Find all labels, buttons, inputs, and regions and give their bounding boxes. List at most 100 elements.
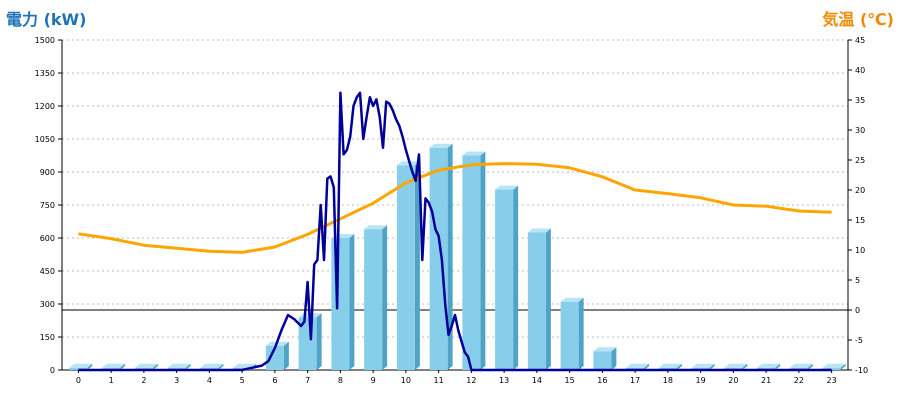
bar-top (364, 225, 388, 230)
x-tick-label: 21 (761, 376, 771, 385)
bar-top (560, 297, 584, 302)
bar-side (414, 161, 420, 370)
x-tick-label: 16 (597, 376, 607, 385)
bar-top (462, 151, 486, 156)
bar-top (724, 363, 748, 368)
bar-top (789, 363, 813, 368)
bar-side (742, 363, 748, 370)
bar-side (283, 341, 289, 370)
bar-side (382, 225, 388, 370)
x-tick-label: 19 (696, 376, 706, 385)
x-tick-label: 9 (371, 376, 376, 385)
left-tick-label: 0 (50, 366, 55, 375)
right-tick-label: 10 (855, 246, 865, 255)
bar-side (87, 363, 93, 370)
right-tick-label: 15 (855, 216, 865, 225)
x-tick-label: 14 (532, 376, 542, 385)
bar-top (757, 363, 781, 368)
bar-top (102, 363, 126, 368)
bar (593, 351, 612, 370)
left-tick-label: 450 (40, 267, 55, 276)
power-line (78, 91, 832, 372)
x-tick-label: 11 (434, 376, 444, 385)
bar-top (200, 363, 224, 368)
right-tick-label: 35 (855, 96, 865, 105)
x-tick-label: 5 (240, 376, 245, 385)
x-tick-label: 10 (401, 376, 411, 385)
x-tick-label: 18 (663, 376, 673, 385)
bar (69, 367, 88, 370)
bar (527, 232, 546, 370)
bar (462, 155, 481, 370)
bar-side (480, 151, 486, 370)
bar-side (545, 228, 551, 370)
bar (331, 238, 350, 370)
temperature-line (78, 162, 832, 254)
x-tick-label: 22 (794, 376, 804, 385)
bar-top (626, 363, 650, 368)
bar-side (120, 363, 126, 370)
x-tick-label: 0 (76, 376, 81, 385)
bar-top (69, 363, 93, 368)
x-tick-label: 2 (141, 376, 146, 385)
right-tick-label: 5 (855, 276, 860, 285)
bar-top (167, 363, 191, 368)
left-tick-label: 1500 (35, 36, 55, 45)
x-tick-label: 6 (272, 376, 277, 385)
bar-top (593, 347, 617, 352)
bar-top (691, 363, 715, 368)
x-tick-label: 13 (499, 376, 509, 385)
bar-top (233, 363, 257, 368)
x-tick-label: 3 (174, 376, 179, 385)
x-tick-label: 8 (338, 376, 343, 385)
bar-side (775, 363, 781, 370)
left-tick-label: 1350 (35, 69, 55, 78)
bar-side (840, 363, 846, 370)
bar-side (578, 297, 584, 370)
x-tick-label: 17 (630, 376, 640, 385)
bar-side (185, 363, 191, 370)
bar-side (152, 363, 158, 370)
right-tick-label: 0 (855, 306, 860, 315)
x-tick-label: 7 (305, 376, 310, 385)
left-tick-label: 300 (40, 300, 55, 309)
left-tick-label: 750 (40, 201, 55, 210)
bar-side (447, 143, 453, 370)
bar-side (807, 363, 813, 370)
bar-top (429, 143, 453, 148)
bar-side (644, 363, 650, 370)
bar-side (349, 234, 355, 370)
bar-side (218, 363, 224, 370)
left-tick-label: 150 (40, 333, 55, 342)
bar-side (513, 185, 519, 370)
x-tick-label: 1 (109, 376, 114, 385)
left-axis-title: 電力 (kW) (6, 10, 87, 29)
bar-side (316, 313, 322, 370)
bar-top (495, 185, 519, 190)
bar (560, 301, 579, 370)
left-tick-label: 1200 (35, 102, 55, 111)
bar (265, 345, 284, 370)
x-tick-label: 4 (207, 376, 212, 385)
bar (396, 165, 415, 370)
x-tick-label: 15 (565, 376, 575, 385)
bar-side (611, 347, 617, 370)
left-tick-label: 1050 (35, 135, 55, 144)
bar-top (822, 363, 846, 368)
right-tick-label: 30 (855, 126, 865, 135)
bar-top (396, 161, 420, 166)
bar-top (527, 228, 551, 233)
bar (495, 189, 514, 370)
left-tick-label: 900 (40, 168, 55, 177)
bar-side (709, 363, 715, 370)
right-tick-label: 25 (855, 156, 865, 165)
bar (822, 367, 841, 370)
bar (364, 229, 383, 370)
x-tick-label: 20 (728, 376, 738, 385)
right-tick-label: -5 (855, 336, 863, 345)
bar-top (658, 363, 682, 368)
right-tick-label: 45 (855, 36, 865, 45)
right-tick-label: -10 (855, 366, 868, 375)
